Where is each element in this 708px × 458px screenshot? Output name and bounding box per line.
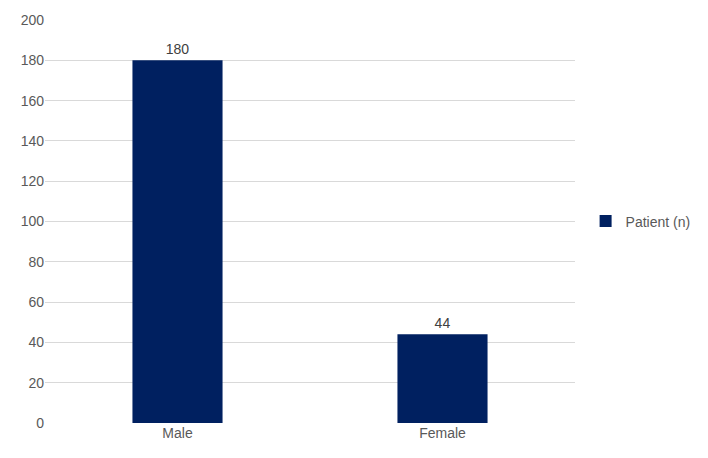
- svg-text:40: 40: [28, 334, 44, 350]
- svg-text:Female: Female: [419, 425, 466, 441]
- svg-text:160: 160: [21, 93, 45, 109]
- svg-text:120: 120: [21, 173, 45, 189]
- svg-text:44: 44: [435, 315, 451, 331]
- svg-text:100: 100: [21, 213, 45, 229]
- svg-text:20: 20: [28, 375, 44, 391]
- svg-text:0: 0: [36, 415, 44, 431]
- svg-text:60: 60: [28, 294, 44, 310]
- svg-text:Male: Male: [162, 425, 193, 441]
- svg-text:180: 180: [21, 52, 45, 68]
- svg-text:140: 140: [21, 133, 45, 149]
- svg-text:80: 80: [28, 254, 44, 270]
- svg-text:Patient (n): Patient (n): [626, 214, 691, 230]
- svg-text:200: 200: [21, 12, 45, 28]
- svg-text:180: 180: [166, 41, 190, 57]
